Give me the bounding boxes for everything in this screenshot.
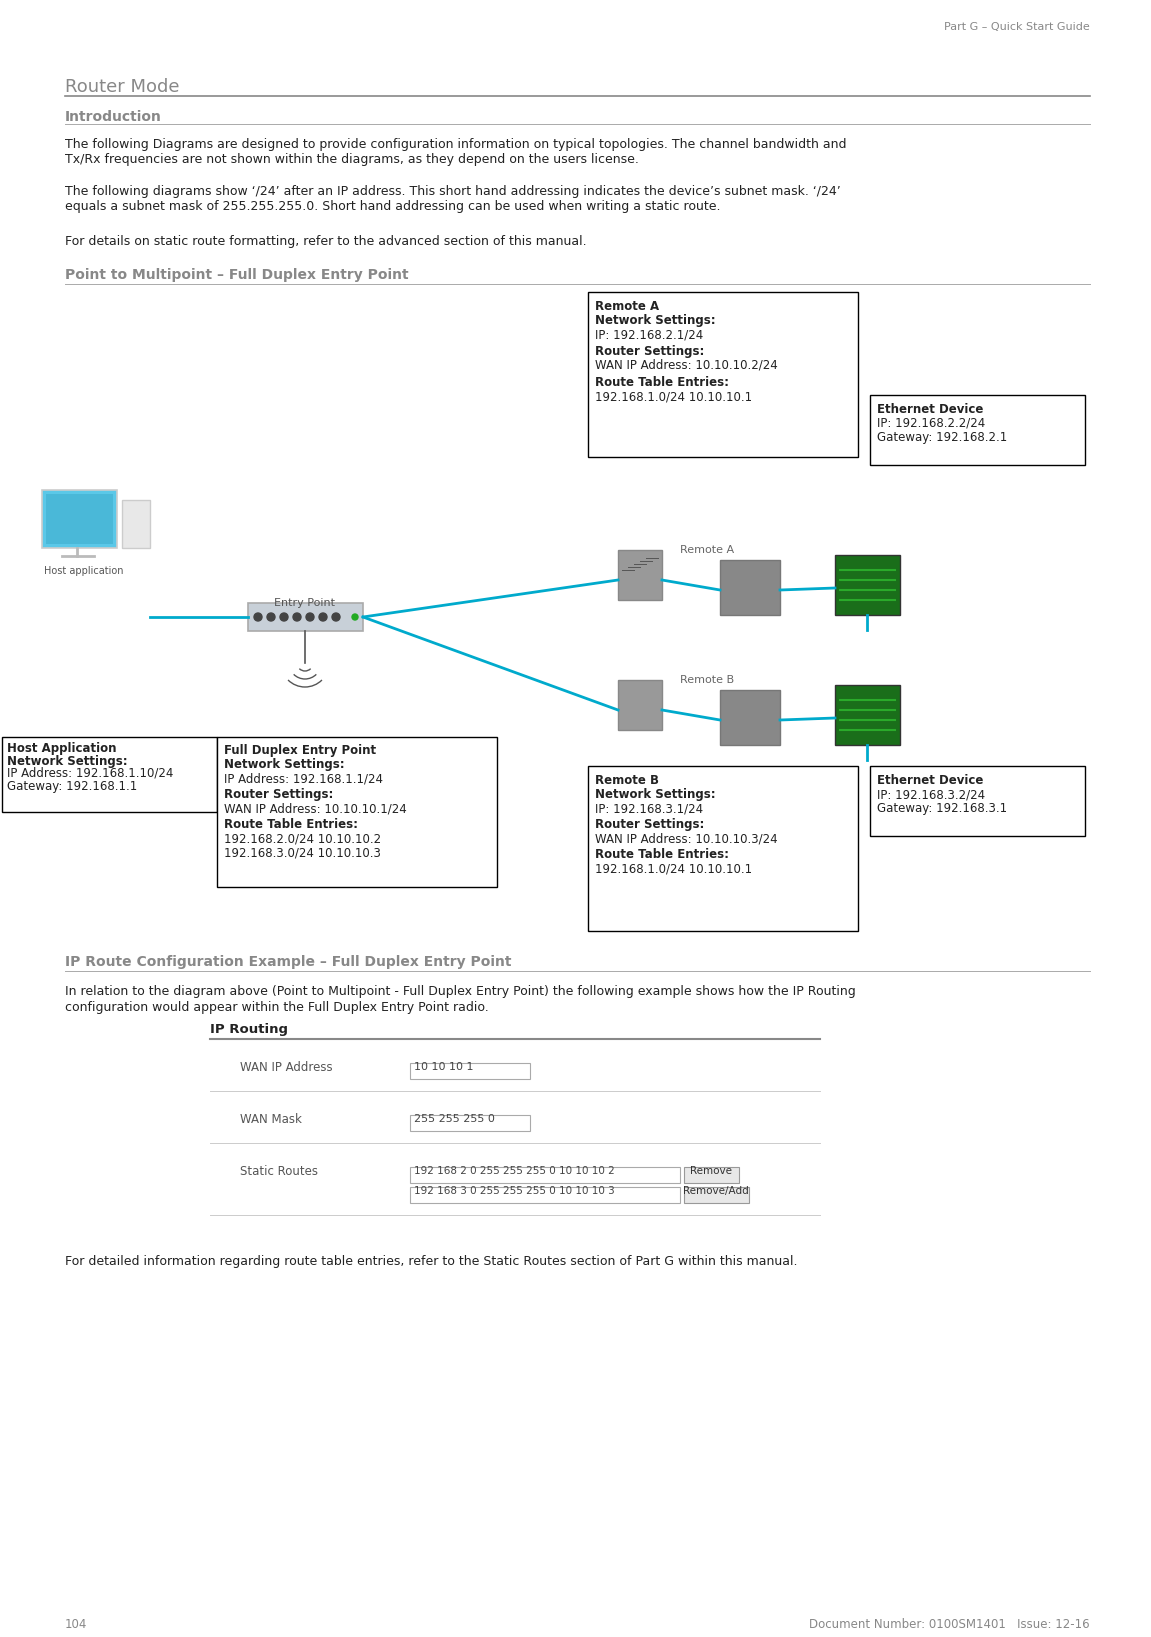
FancyBboxPatch shape [410, 1062, 529, 1079]
Text: IP Routing: IP Routing [209, 1023, 288, 1036]
Text: Part G – Quick Start Guide: Part G – Quick Start Guide [944, 21, 1090, 33]
Text: Host Application: Host Application [7, 742, 116, 755]
Text: 10 10 10 1: 10 10 10 1 [414, 1062, 473, 1072]
Text: Network Settings:: Network Settings: [7, 755, 128, 768]
FancyBboxPatch shape [870, 766, 1085, 837]
Text: IP: 192.168.2.1/24: IP: 192.168.2.1/24 [595, 327, 703, 340]
Text: In relation to the diagram above (Point to Multipoint - Full Duplex Entry Point): In relation to the diagram above (Point … [64, 985, 855, 999]
Text: WAN IP Address: 10.10.10.2/24: WAN IP Address: 10.10.10.2/24 [595, 359, 778, 372]
FancyBboxPatch shape [721, 691, 780, 745]
Text: For detailed information regarding route table entries, refer to the Static Rout: For detailed information regarding route… [64, 1256, 798, 1269]
Text: Remove: Remove [689, 1166, 732, 1175]
Text: Router Settings:: Router Settings: [595, 345, 704, 359]
Text: IP: 192.168.3.2/24: IP: 192.168.3.2/24 [877, 787, 985, 800]
Text: IP: 192.168.2.2/24: IP: 192.168.2.2/24 [877, 417, 985, 431]
Text: IP Address: 192.168.1.1/24: IP Address: 192.168.1.1/24 [224, 773, 383, 786]
Text: Route Table Entries:: Route Table Entries: [224, 818, 358, 832]
Text: IP: 192.168.3.1/24: IP: 192.168.3.1/24 [595, 802, 703, 815]
FancyBboxPatch shape [218, 737, 497, 887]
FancyBboxPatch shape [618, 550, 662, 601]
Text: Gateway: 192.168.3.1: Gateway: 192.168.3.1 [877, 802, 1007, 815]
Text: Ethernet Device: Ethernet Device [877, 403, 983, 416]
Text: 192.168.1.0/24 10.10.10.1: 192.168.1.0/24 10.10.10.1 [595, 390, 752, 403]
Text: WAN IP Address: 10.10.10.1/24: WAN IP Address: 10.10.10.1/24 [224, 802, 406, 815]
Text: Router Settings:: Router Settings: [224, 787, 334, 800]
FancyBboxPatch shape [834, 555, 900, 616]
Text: Remote A: Remote A [680, 545, 734, 555]
Text: Remote A: Remote A [595, 300, 660, 313]
FancyBboxPatch shape [410, 1187, 680, 1203]
Text: Host application: Host application [44, 566, 124, 576]
Circle shape [267, 612, 275, 620]
FancyBboxPatch shape [410, 1167, 680, 1184]
FancyBboxPatch shape [46, 494, 113, 543]
Text: The following Diagrams are designed to provide configuration information on typi: The following Diagrams are designed to p… [64, 138, 846, 165]
Text: Remove/Add: Remove/Add [684, 1185, 749, 1197]
Text: Ethernet Device: Ethernet Device [877, 774, 983, 787]
Text: Full Duplex Entry Point: Full Duplex Entry Point [224, 743, 376, 756]
Text: Static Routes: Static Routes [241, 1166, 318, 1179]
Text: The following diagrams show ‘/24’ after an IP address. This short hand addressin: The following diagrams show ‘/24’ after … [64, 185, 840, 213]
Circle shape [331, 612, 340, 620]
Text: Gateway: 192.168.2.1: Gateway: 192.168.2.1 [877, 431, 1007, 444]
FancyBboxPatch shape [2, 737, 218, 812]
Circle shape [280, 612, 288, 620]
Text: Network Settings:: Network Settings: [595, 787, 716, 800]
FancyBboxPatch shape [410, 1115, 529, 1131]
Text: 192.168.2.0/24 10.10.10.2: 192.168.2.0/24 10.10.10.2 [224, 832, 381, 845]
Text: WAN Mask: WAN Mask [241, 1113, 302, 1126]
Circle shape [306, 612, 314, 620]
Text: 192 168 2 0 255 255 255 0 10 10 10 2: 192 168 2 0 255 255 255 0 10 10 10 2 [414, 1166, 615, 1175]
Text: 255 255 255 0: 255 255 255 0 [414, 1115, 495, 1125]
Text: Document Number: 0100SM1401   Issue: 12-16: Document Number: 0100SM1401 Issue: 12-16 [809, 1617, 1090, 1630]
Text: Point to Multipoint – Full Duplex Entry Point: Point to Multipoint – Full Duplex Entry … [64, 268, 409, 282]
Circle shape [294, 612, 302, 620]
Text: 104: 104 [64, 1617, 87, 1630]
Text: WAN IP Address: WAN IP Address [241, 1061, 333, 1074]
Text: 192 168 3 0 255 255 255 0 10 10 10 3: 192 168 3 0 255 255 255 0 10 10 10 3 [414, 1185, 615, 1197]
Circle shape [319, 612, 327, 620]
Text: For details on static route formatting, refer to the advanced section of this ma: For details on static route formatting, … [64, 236, 587, 247]
Text: Entry Point: Entry Point [274, 598, 335, 607]
FancyBboxPatch shape [721, 560, 780, 616]
Circle shape [254, 612, 262, 620]
Text: Remote B: Remote B [595, 774, 660, 787]
Text: WAN IP Address: 10.10.10.3/24: WAN IP Address: 10.10.10.3/24 [595, 832, 778, 845]
FancyBboxPatch shape [588, 766, 857, 931]
Text: IP Route Configuration Example – Full Duplex Entry Point: IP Route Configuration Example – Full Du… [64, 954, 511, 969]
FancyBboxPatch shape [834, 684, 900, 745]
Text: Router Mode: Router Mode [64, 79, 180, 97]
FancyBboxPatch shape [247, 602, 363, 630]
FancyBboxPatch shape [870, 395, 1085, 465]
FancyBboxPatch shape [684, 1187, 749, 1203]
Text: Router Settings:: Router Settings: [595, 818, 704, 832]
Text: Network Settings:: Network Settings: [224, 758, 344, 771]
FancyBboxPatch shape [684, 1167, 739, 1184]
Text: IP Address: 192.168.1.10/24: IP Address: 192.168.1.10/24 [7, 768, 174, 779]
Text: 192.168.1.0/24 10.10.10.1: 192.168.1.0/24 10.10.10.1 [595, 863, 752, 876]
FancyBboxPatch shape [122, 499, 150, 548]
Text: Remote B: Remote B [680, 674, 734, 684]
Text: Introduction: Introduction [64, 110, 162, 124]
Text: configuration would appear within the Full Duplex Entry Point radio.: configuration would appear within the Fu… [64, 1000, 489, 1013]
Text: Route Table Entries:: Route Table Entries: [595, 848, 729, 861]
Circle shape [352, 614, 358, 620]
FancyBboxPatch shape [618, 679, 662, 730]
FancyBboxPatch shape [41, 489, 117, 548]
Text: 192.168.3.0/24 10.10.10.3: 192.168.3.0/24 10.10.10.3 [224, 846, 381, 859]
Text: Gateway: 192.168.1.1: Gateway: 192.168.1.1 [7, 779, 137, 792]
FancyBboxPatch shape [588, 291, 857, 457]
Text: Network Settings:: Network Settings: [595, 314, 716, 327]
Text: Route Table Entries:: Route Table Entries: [595, 377, 729, 390]
